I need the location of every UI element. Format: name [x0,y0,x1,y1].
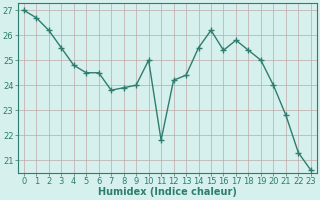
X-axis label: Humidex (Indice chaleur): Humidex (Indice chaleur) [98,187,237,197]
